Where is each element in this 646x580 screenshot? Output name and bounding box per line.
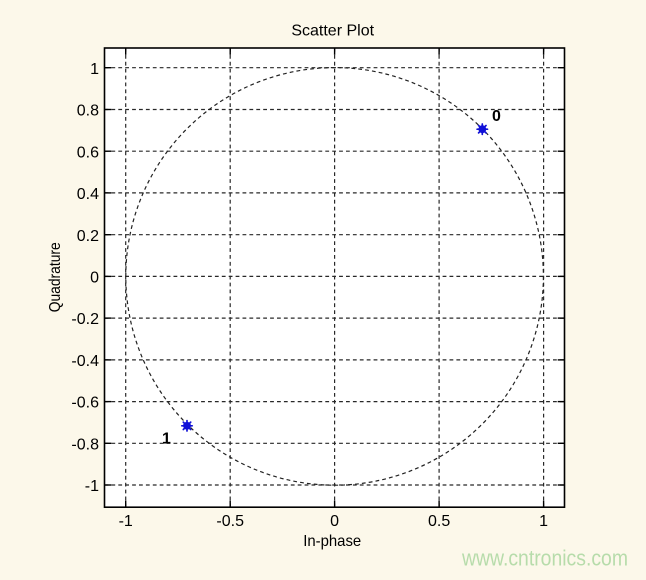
svg-text:0: 0 [492,108,501,125]
svg-text:-0.5: -0.5 [216,513,244,530]
svg-text:1: 1 [90,61,99,78]
svg-text:-0.4: -0.4 [71,353,99,370]
svg-text:-0.6: -0.6 [71,395,99,412]
svg-text:0.2: 0.2 [77,228,99,245]
svg-text:www.cntronics.com: www.cntronics.com [461,546,628,571]
svg-text:-1: -1 [119,513,133,530]
svg-text:0: 0 [330,513,339,530]
svg-text:0.5: 0.5 [428,513,450,530]
svg-text:-1: -1 [85,478,99,495]
svg-text:1: 1 [162,431,171,448]
svg-text:-0.8: -0.8 [71,436,99,453]
svg-text:0.8: 0.8 [77,103,99,120]
svg-text:0.4: 0.4 [77,186,99,203]
svg-text:Quadrature: Quadrature [47,242,64,312]
svg-text:Scatter Plot: Scatter Plot [291,23,374,40]
svg-text:In-phase: In-phase [303,533,361,550]
svg-text:1: 1 [539,513,548,530]
svg-text:0: 0 [90,270,99,287]
svg-text:-0.2: -0.2 [71,311,99,328]
svg-text:0.6: 0.6 [77,144,99,161]
